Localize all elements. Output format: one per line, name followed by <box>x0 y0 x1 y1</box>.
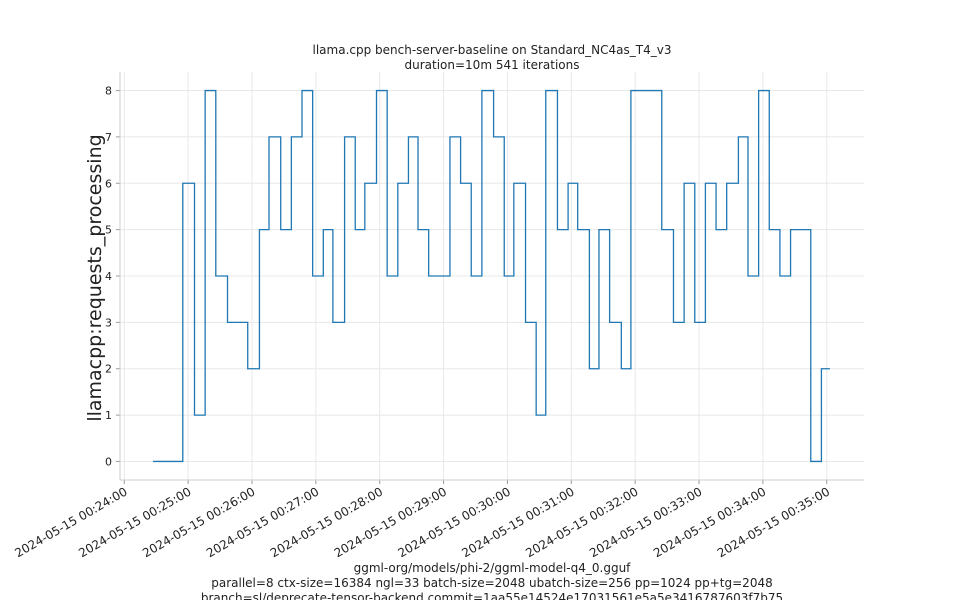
y-tick-label: 4 <box>105 270 112 283</box>
y-tick-label: 5 <box>105 224 112 237</box>
y-tick-label: 7 <box>105 131 112 144</box>
x-axis-label: parallel=8 ctx-size=16384 ngl=33 batch-s… <box>211 576 772 590</box>
y-tick-label: 8 <box>105 85 112 98</box>
x-tick-label: 2024-05-15 00:28:00 <box>268 484 385 560</box>
x-tick-label: 2024-05-15 00:34:00 <box>651 484 768 560</box>
x-tick-label: 2024-05-15 00:26:00 <box>140 484 257 560</box>
x-tick-label: 2024-05-15 00:25:00 <box>76 484 193 560</box>
chart-title: llama.cpp bench-server-baseline on Stand… <box>313 43 672 57</box>
x-tick-label: 2024-05-15 00:30:00 <box>396 484 513 560</box>
y-tick-label: 0 <box>105 455 112 468</box>
y-tick-label: 2 <box>105 363 112 376</box>
y-axis-label: llamacpp:requests_processing <box>84 134 106 421</box>
x-tick-label: 2024-05-15 00:24:00 <box>12 484 129 560</box>
chart-subtitle: duration=10m 541 iterations <box>405 58 580 72</box>
x-tick-label: 2024-05-15 00:27:00 <box>204 484 321 560</box>
x-tick-label: 2024-05-15 00:29:00 <box>332 484 449 560</box>
y-tick-label: 3 <box>105 316 112 329</box>
x-tick-label: 2024-05-15 00:32:00 <box>523 484 640 560</box>
y-tick-label: 6 <box>105 177 112 190</box>
x-axis-label: ggml-org/models/phi-2/ggml-model-q4_0.gg… <box>354 561 632 575</box>
x-tick-label: 2024-05-15 00:31:00 <box>459 484 576 560</box>
x-tick-label: 2024-05-15 00:35:00 <box>715 484 832 560</box>
y-tick-label: 1 <box>105 409 112 422</box>
line <box>152 89 830 463</box>
x-tick-label: 2024-05-15 00:33:00 <box>587 484 704 560</box>
x-axis-label: branch=sl/deprecate-tensor-backend commi… <box>201 591 783 600</box>
